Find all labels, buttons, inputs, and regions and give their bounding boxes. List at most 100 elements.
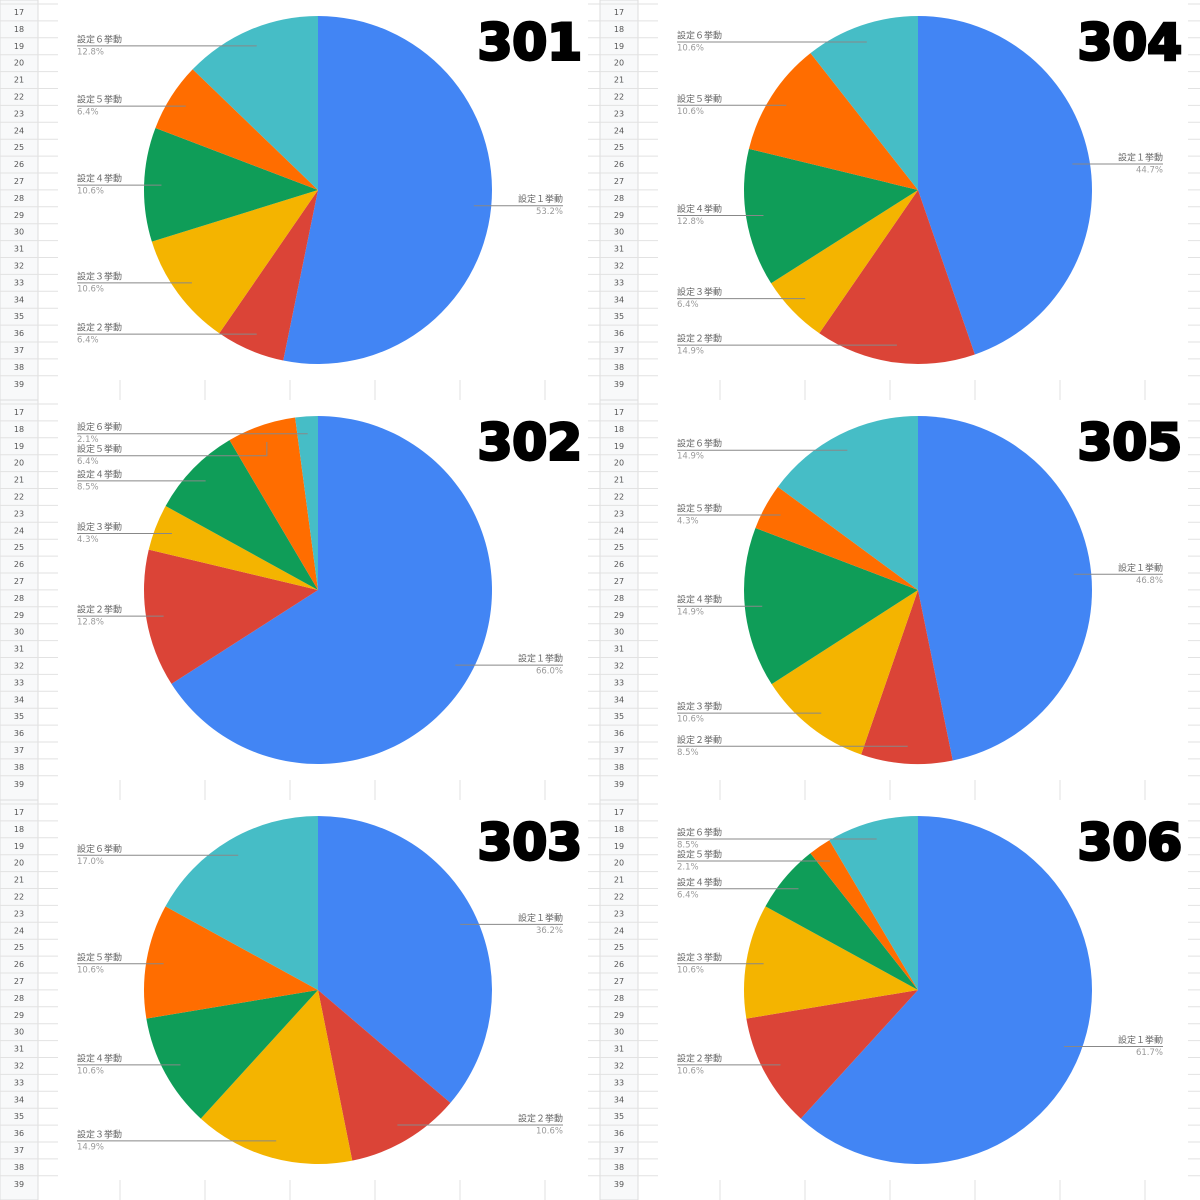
slice-label: 設定１挙動 bbox=[1118, 152, 1163, 164]
row-number: 19 bbox=[614, 442, 624, 451]
slice-label: 設定３挙動 bbox=[677, 286, 722, 298]
panel: 17 18 19 20 21 22 23 24 25 26 27 28 29 30 31 32 33 34 35 36… bbox=[0, 799, 600, 1200]
row-number: 28 bbox=[14, 994, 24, 1003]
slice-label: 設定４挙動 bbox=[677, 203, 722, 215]
slice-label: 設定１挙動 bbox=[1118, 1034, 1163, 1046]
row-number: 31 bbox=[14, 1045, 24, 1054]
slice-label: 設定６挙動 bbox=[677, 826, 722, 838]
slice-value: 10.6% bbox=[77, 1066, 104, 1076]
pie-slice bbox=[829, 816, 918, 990]
row-number: 38 bbox=[14, 1163, 24, 1172]
slice-value: 14.9% bbox=[677, 347, 704, 357]
row-number: 22 bbox=[614, 93, 624, 102]
pie-slice bbox=[744, 148, 918, 284]
row-number: 23 bbox=[614, 509, 624, 518]
row-number: 29 bbox=[614, 1011, 624, 1020]
slice-label: 設定５挙動 bbox=[677, 848, 722, 860]
row-number: 17 bbox=[614, 408, 624, 417]
slice-label: 設定５挙動 bbox=[77, 443, 122, 455]
row-number: 33 bbox=[14, 278, 24, 287]
row-number: 25 bbox=[14, 143, 24, 152]
slice-label: 設定１挙動 bbox=[518, 653, 563, 665]
chart-title: 302 bbox=[478, 414, 582, 472]
slice-value: 66.0% bbox=[536, 667, 563, 677]
slice-value: 8.5% bbox=[677, 840, 699, 850]
row-number: 22 bbox=[614, 893, 624, 902]
row-number: 32 bbox=[14, 262, 24, 271]
slice-label: 設定３挙動 bbox=[677, 951, 722, 963]
slice-label: 設定２挙動 bbox=[77, 322, 122, 334]
slice-value: 14.9% bbox=[677, 452, 704, 462]
chart-title: 304 bbox=[1078, 14, 1182, 72]
row-number: 31 bbox=[14, 645, 24, 654]
slice-label: 設定１挙動 bbox=[1118, 562, 1163, 574]
slice-label: 設定４挙動 bbox=[677, 876, 722, 888]
row-number: 33 bbox=[614, 278, 624, 287]
row-number: 30 bbox=[14, 628, 24, 637]
row-number: 38 bbox=[14, 363, 24, 372]
row-header bbox=[599, 399, 639, 801]
row-number: 27 bbox=[14, 577, 24, 586]
row-number: 18 bbox=[14, 825, 24, 834]
slice-label: 設定４挙動 bbox=[677, 594, 722, 606]
slice-label: 設定５挙動 bbox=[77, 94, 122, 106]
slice-value: 6.4% bbox=[77, 108, 99, 118]
pie-slice bbox=[800, 816, 1092, 1164]
row-number: 21 bbox=[614, 476, 624, 485]
slice-label: 設定２挙動 bbox=[77, 604, 122, 616]
row-number: 25 bbox=[14, 543, 24, 552]
row-number: 21 bbox=[14, 76, 24, 85]
pie-slice bbox=[144, 549, 318, 684]
slice-value: 8.5% bbox=[677, 748, 699, 758]
row-number: 35 bbox=[14, 312, 24, 321]
row-number: 22 bbox=[14, 93, 24, 102]
pie-slice bbox=[165, 440, 318, 590]
slice-value: 12.8% bbox=[677, 217, 704, 227]
row-number: 17 bbox=[14, 8, 24, 17]
row-number: 24 bbox=[614, 926, 624, 935]
row-number: 22 bbox=[14, 493, 24, 502]
row-number: 17 bbox=[14, 808, 24, 817]
slice-value: 53.2% bbox=[536, 207, 563, 217]
pie-slice bbox=[283, 16, 493, 364]
row-number: 27 bbox=[614, 577, 624, 586]
row-number: 31 bbox=[14, 245, 24, 254]
row-number: 30 bbox=[614, 228, 624, 237]
slice-value: 10.6% bbox=[77, 284, 104, 294]
row-number: 37 bbox=[614, 746, 624, 755]
slice-label: 設定２挙動 bbox=[677, 1052, 722, 1064]
pie-slice bbox=[155, 69, 318, 190]
row-number: 21 bbox=[614, 876, 624, 885]
slice-value: 36.2% bbox=[536, 926, 563, 936]
row-number: 24 bbox=[14, 926, 24, 935]
slice-label: 設定４挙動 bbox=[77, 1052, 122, 1064]
row-number: 22 bbox=[614, 493, 624, 502]
pie-slice bbox=[810, 840, 918, 990]
row-number: 21 bbox=[14, 476, 24, 485]
slice-value: 12.8% bbox=[77, 618, 104, 628]
pie-slice bbox=[918, 16, 1092, 355]
slice-value: 14.9% bbox=[677, 608, 704, 618]
row-number: 21 bbox=[14, 876, 24, 885]
row-number: 37 bbox=[14, 746, 24, 755]
pie-slice bbox=[748, 53, 918, 190]
row-number: 34 bbox=[14, 295, 24, 304]
pie-slice bbox=[810, 15, 918, 190]
row-number: 34 bbox=[14, 695, 24, 704]
pie-slice bbox=[192, 15, 318, 190]
slice-value: 4.3% bbox=[677, 516, 699, 526]
pie-slice bbox=[144, 127, 318, 242]
row-number: 25 bbox=[614, 143, 624, 152]
pie-slice bbox=[219, 190, 318, 361]
pie-slice bbox=[171, 416, 493, 764]
row-number: 29 bbox=[614, 611, 624, 620]
row-number: 37 bbox=[14, 346, 24, 355]
panel: 17 18 19 20 21 22 23 24 25 26 27 28 29 30 31 32 33 34 35 36… bbox=[0, 399, 600, 801]
row-number: 24 bbox=[14, 126, 24, 135]
row-number: 24 bbox=[614, 126, 624, 135]
slice-value: 6.4% bbox=[677, 890, 699, 900]
row-number: 17 bbox=[14, 408, 24, 417]
chart-title: 303 bbox=[478, 814, 582, 872]
row-number: 31 bbox=[614, 645, 624, 654]
pie-slice bbox=[861, 590, 953, 764]
